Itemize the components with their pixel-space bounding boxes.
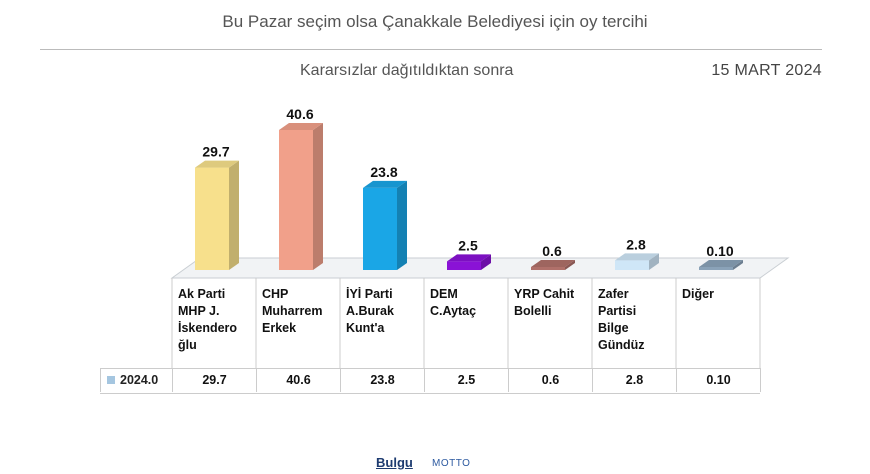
bar-top [615, 253, 659, 261]
table-cell: 40.6 [256, 368, 340, 392]
category-label: Zafer Partisi Bilge Gündüz [598, 286, 678, 354]
category-label-line: ğlu [178, 338, 197, 352]
category-label-line: Bolelli [514, 304, 552, 318]
category-label-line: Erkek [262, 321, 297, 335]
category-label-line: DEM [430, 287, 458, 301]
data-label: 29.7 [202, 144, 229, 160]
table-cell: 2.8 [592, 368, 676, 392]
data-label: 23.8 [370, 164, 397, 180]
bar-top [279, 123, 323, 130]
category-label-line: Kunt'a [346, 321, 385, 335]
bar-front [699, 267, 733, 270]
legend-entry: 2024.0 [100, 368, 172, 392]
data-label: 0.6 [542, 243, 562, 259]
category-label-line: İYİ Parti [346, 287, 393, 301]
bar [195, 160, 239, 270]
category-label-line: Gündüz [598, 338, 645, 352]
bar-side [733, 260, 743, 270]
data-label: 2.5 [458, 237, 478, 253]
category-label-line: A.Burak [346, 304, 394, 318]
bar [363, 180, 407, 270]
table-cell: 29.7 [172, 368, 256, 392]
legend-label: 2024.0 [120, 373, 159, 387]
bar-side [397, 180, 407, 270]
category-label-line: Bilge [598, 321, 629, 335]
bar-front [531, 267, 565, 270]
bar [615, 253, 659, 270]
category-label-line: MHP J. [178, 304, 220, 318]
bar-top [447, 254, 491, 262]
category-label: YRP Cahit Bolelli [514, 286, 594, 320]
chart-title: Bu Pazar seçim olsa Çanakkale Belediyesi… [222, 12, 648, 31]
category-label-line: Muharrem [262, 304, 323, 318]
bar-front [363, 187, 397, 270]
bar-side [649, 253, 659, 270]
bar [531, 260, 575, 270]
bulgu-logo: Bulgu [376, 455, 413, 470]
bar [279, 123, 323, 270]
category-label: İYİ Parti A.Burak Kunt'a [346, 286, 426, 337]
category-label-line: İskendero [178, 321, 238, 335]
category-label: DEM C.Aytaç [430, 286, 510, 320]
table-cell: 2.5 [424, 368, 508, 392]
data-label: 2.8 [626, 236, 646, 252]
category-label-line: Zafer [598, 287, 629, 301]
category-label-line: Partisi [598, 304, 637, 318]
chart-date: 15 MART 2024 [711, 62, 822, 79]
chart-subtitle: Kararsızlar dağıtıldıktan sonra [300, 62, 514, 79]
table-cell: 23.8 [340, 368, 424, 392]
bar-front [279, 130, 313, 270]
category-label-line: CHP [262, 287, 289, 301]
bar-side [229, 160, 239, 270]
category-label-line: C.Aytaç [430, 304, 477, 318]
legend-swatch [107, 376, 115, 384]
bar-top [699, 260, 743, 267]
table-row [100, 368, 760, 394]
category-label-line: YRP Cahit [514, 287, 575, 301]
bar-side [565, 260, 575, 270]
bar-front [615, 260, 649, 270]
motto-logo: MOTTO [432, 458, 471, 469]
category-label: CHP Muharrem Erkek [262, 286, 342, 337]
bar [699, 260, 743, 270]
category-label-line: Ak Parti [178, 287, 226, 301]
data-label: 40.6 [286, 106, 313, 122]
bar-top [363, 180, 407, 188]
title-divider [40, 49, 822, 50]
data-label: 0.10 [706, 243, 733, 259]
bar-front [195, 167, 229, 270]
bar-top [195, 160, 239, 168]
bar [447, 254, 491, 270]
bar-top [531, 260, 575, 267]
category-label-line: Diğer [682, 287, 714, 301]
bar-side [313, 123, 323, 270]
bar-side [481, 254, 491, 270]
category-label: Ak Parti MHP J. İskendero ğlu [178, 286, 258, 354]
table-cell: 0.10 [676, 368, 761, 392]
category-label: Diğer [682, 286, 762, 303]
table-cell: 0.6 [508, 368, 592, 392]
bar-front [447, 261, 481, 270]
